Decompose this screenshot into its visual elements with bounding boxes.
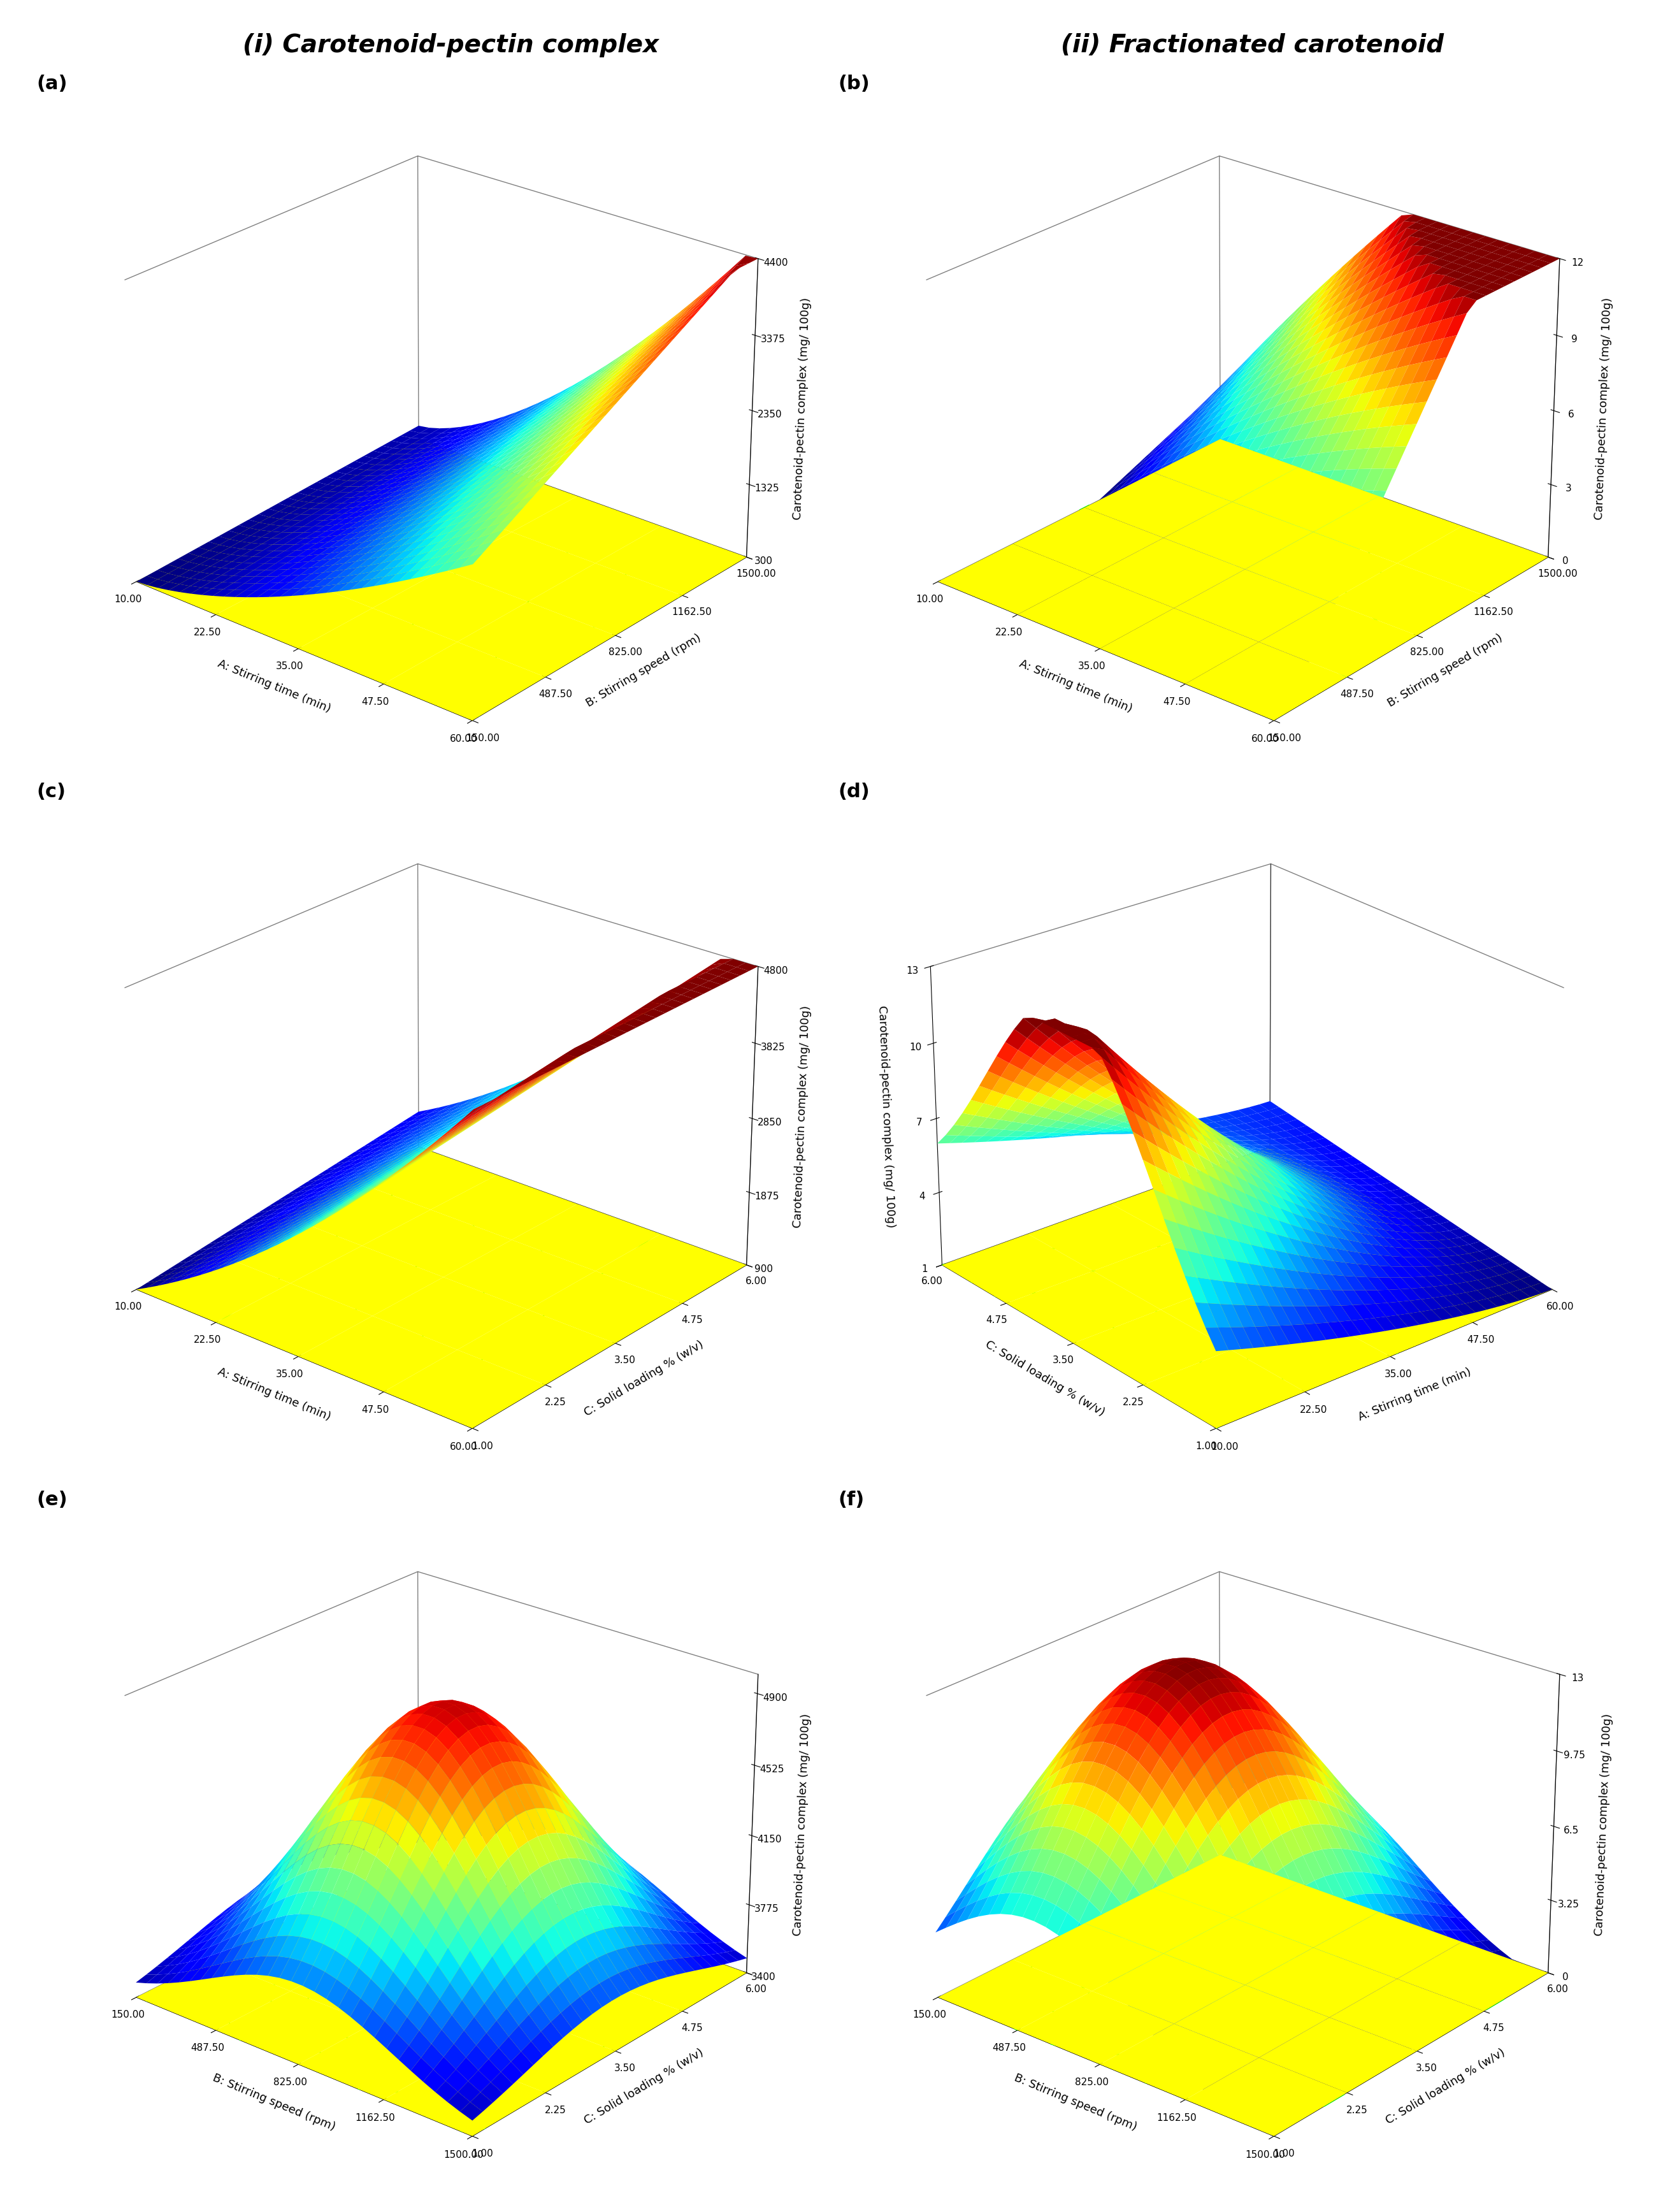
Text: (c): (c) [37, 783, 65, 801]
Text: (a): (a) [37, 75, 67, 93]
X-axis label: B: Stirring speed (rpm): B: Stirring speed (rpm) [1012, 2073, 1139, 2132]
Text: (b): (b) [838, 75, 870, 93]
Y-axis label: C: Solid loading % (w/v): C: Solid loading % (w/v) [984, 1338, 1107, 1418]
Y-axis label: C: Solid loading % (w/v): C: Solid loading % (w/v) [1384, 2046, 1506, 2126]
Text: (e): (e) [37, 1491, 67, 1509]
Y-axis label: C: Solid loading % (w/v): C: Solid loading % (w/v) [583, 1338, 705, 1418]
X-axis label: A: Stirring time (min): A: Stirring time (min) [215, 1367, 332, 1422]
Text: (ii) Fractionated carotenoid: (ii) Fractionated carotenoid [1060, 33, 1445, 58]
Y-axis label: C: Solid loading % (w/v): C: Solid loading % (w/v) [583, 2046, 705, 2126]
Y-axis label: B: Stirring speed (rpm): B: Stirring speed (rpm) [584, 633, 703, 710]
X-axis label: A: Stirring time (min): A: Stirring time (min) [215, 659, 332, 714]
X-axis label: A: Stirring time (min): A: Stirring time (min) [1017, 659, 1134, 714]
X-axis label: B: Stirring speed (rpm): B: Stirring speed (rpm) [210, 2073, 337, 2132]
Text: (i) Carotenoid-pectin complex: (i) Carotenoid-pectin complex [242, 33, 660, 58]
Text: (f): (f) [838, 1491, 865, 1509]
Y-axis label: B: Stirring speed (rpm): B: Stirring speed (rpm) [1386, 633, 1505, 710]
X-axis label: A: Stirring time (min): A: Stirring time (min) [1356, 1367, 1473, 1422]
Text: (d): (d) [838, 783, 870, 801]
